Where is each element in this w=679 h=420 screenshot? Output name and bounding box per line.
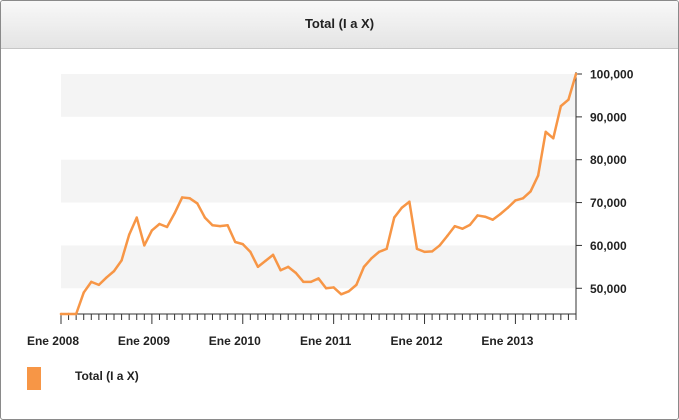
data-point bbox=[347, 290, 350, 293]
data-point bbox=[370, 257, 373, 260]
data-point bbox=[423, 250, 426, 254]
data-point bbox=[567, 98, 570, 101]
data-point bbox=[241, 242, 244, 246]
data-point bbox=[400, 206, 404, 209]
data-point bbox=[309, 280, 313, 284]
data-point bbox=[74, 312, 78, 316]
y-tick-label: 90,000 bbox=[590, 110, 627, 124]
x-tick-label: Ene 2010 bbox=[209, 334, 261, 348]
y-tick-label: 70,000 bbox=[590, 196, 627, 210]
data-point bbox=[499, 212, 502, 216]
data-point bbox=[82, 291, 85, 294]
y-tick-label: 80,000 bbox=[590, 153, 627, 167]
data-point bbox=[120, 259, 123, 262]
data-point bbox=[483, 215, 487, 218]
x-axis-ticks: Ene 2008 Ene 2009 Ene 2010 Ene 2011 Ene 2012… bbox=[27, 314, 577, 348]
data-point bbox=[446, 234, 449, 238]
chart-title: Total (I a X) bbox=[304, 16, 375, 31]
data-point bbox=[544, 130, 547, 134]
y-tick-label: 50,000 bbox=[590, 282, 627, 296]
data-point bbox=[324, 287, 328, 290]
grid-band bbox=[61, 74, 576, 117]
data-point bbox=[393, 216, 396, 219]
data-point bbox=[279, 269, 282, 272]
data-point bbox=[135, 216, 138, 219]
data-point bbox=[226, 224, 229, 227]
grid-bands bbox=[61, 74, 576, 289]
data-point bbox=[521, 197, 525, 200]
grid-band bbox=[61, 245, 576, 289]
data-point bbox=[127, 233, 131, 236]
data-point bbox=[514, 199, 517, 202]
data-point bbox=[143, 244, 146, 247]
data-point bbox=[196, 202, 199, 205]
data-point bbox=[340, 293, 343, 296]
data-point bbox=[468, 223, 472, 227]
chart-header: Total (I a X) bbox=[1, 1, 678, 49]
x-tick-label: Ene 2012 bbox=[391, 334, 443, 348]
data-point bbox=[264, 259, 267, 263]
data-point bbox=[552, 137, 555, 140]
data-point bbox=[415, 247, 419, 251]
data-point bbox=[355, 283, 358, 287]
data-point bbox=[158, 222, 161, 226]
data-point bbox=[332, 286, 335, 289]
data-point bbox=[256, 265, 260, 269]
x-tick-label: Ene 2013 bbox=[481, 334, 533, 348]
data-point bbox=[233, 240, 237, 244]
data-point bbox=[453, 224, 457, 228]
data-point bbox=[385, 247, 388, 251]
data-point bbox=[559, 104, 563, 108]
data-point bbox=[112, 269, 116, 273]
legend-label: Total (I a X) bbox=[75, 369, 139, 383]
data-point bbox=[180, 196, 184, 199]
data-point bbox=[438, 244, 441, 247]
y-axis-ticks: 50,000 60,000 70,000 80,000 90,000 100,000 bbox=[576, 68, 634, 296]
x-tick-label: Ene 2009 bbox=[118, 334, 170, 348]
y-tick-label: 60,000 bbox=[590, 239, 627, 253]
data-point bbox=[211, 224, 214, 227]
data-point bbox=[97, 283, 101, 287]
data-point bbox=[249, 250, 252, 254]
data-point bbox=[506, 206, 510, 209]
data-point bbox=[574, 72, 578, 76]
data-point bbox=[317, 277, 320, 280]
data-point bbox=[271, 253, 275, 257]
data-point bbox=[165, 225, 169, 229]
data-point bbox=[150, 229, 154, 232]
data-point bbox=[105, 276, 108, 279]
data-point bbox=[218, 224, 222, 228]
data-point bbox=[377, 250, 381, 254]
data-point bbox=[536, 174, 540, 177]
data-point bbox=[67, 312, 70, 316]
data-point bbox=[362, 265, 366, 269]
data-point bbox=[491, 218, 494, 221]
data-point bbox=[287, 265, 290, 269]
data-point bbox=[476, 214, 479, 217]
data-point bbox=[294, 271, 297, 275]
data-point bbox=[302, 280, 305, 284]
series-points bbox=[59, 72, 578, 316]
data-point bbox=[188, 197, 191, 200]
data-point bbox=[430, 250, 434, 253]
data-point bbox=[59, 312, 63, 316]
y-tick-label: 100,000 bbox=[590, 68, 634, 82]
x-tick-label: Ene 2008 bbox=[27, 334, 79, 348]
data-point bbox=[173, 212, 176, 215]
line-chart: 50,000 60,000 70,000 80,000 90,000 100,000 En… bbox=[27, 68, 634, 349]
data-point bbox=[529, 190, 532, 193]
data-point bbox=[203, 216, 207, 219]
data-point bbox=[90, 280, 93, 284]
x-tick-label: Ene 2011 bbox=[300, 334, 352, 348]
grid-band bbox=[61, 159, 576, 203]
data-point bbox=[461, 227, 464, 230]
data-point bbox=[408, 200, 411, 203]
legend-swatch bbox=[27, 367, 41, 390]
